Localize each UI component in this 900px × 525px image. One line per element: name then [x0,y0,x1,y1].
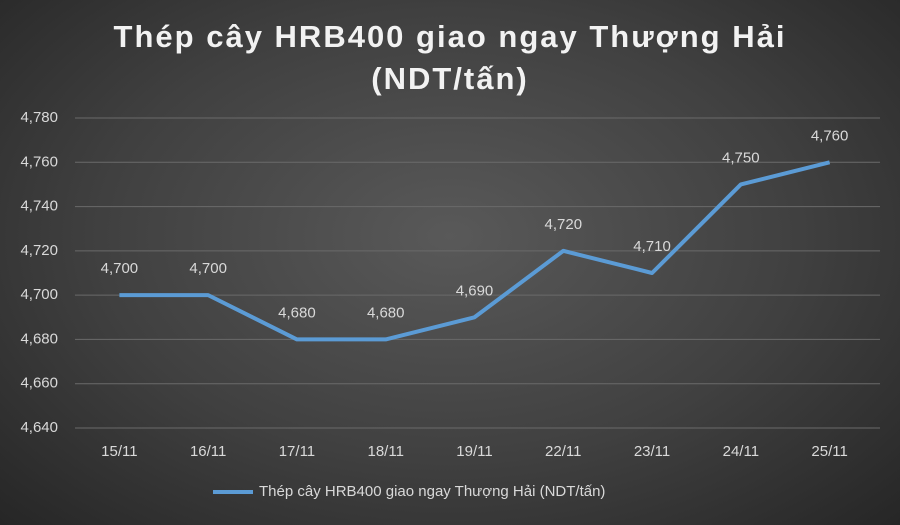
x-tick-label: 19/11 [456,443,492,460]
x-tick-label: 22/11 [545,443,581,460]
x-tick-label: 25/11 [811,443,847,460]
x-tick-label: 15/11 [101,443,137,460]
y-tick-label: 4,720 [20,242,58,259]
data-label: 4,700 [189,260,227,277]
data-label: 4,760 [811,127,849,144]
y-tick-label: 4,780 [20,109,58,126]
x-tick-label: 17/11 [279,443,315,460]
x-tick-label: 23/11 [634,443,670,460]
x-tick-label: 18/11 [368,443,404,460]
data-label: 4,720 [545,216,583,233]
chart-title: Thép cây HRB400 giao ngay Thượng Hải (ND… [113,19,787,96]
y-tick-label: 4,740 [20,198,58,215]
data-label: 4,690 [456,282,494,299]
x-tick-label: 24/11 [723,443,759,460]
y-tick-label: 4,680 [20,330,58,347]
y-tick-label: 4,700 [20,286,58,303]
data-label: 4,680 [278,304,316,321]
x-tick-label: 16/11 [190,443,226,460]
data-label: 4,710 [633,238,671,255]
data-label: 4,680 [367,304,405,321]
y-tick-label: 4,660 [20,375,58,392]
line-series [119,160,831,342]
y-tick-label: 4,760 [20,153,58,170]
legend-label: Thép cây HRB400 giao ngay Thượng Hải (ND… [259,483,605,500]
y-tick-label: 4,640 [20,419,58,436]
data-label: 4,700 [101,260,139,277]
data-label: 4,750 [722,149,760,166]
